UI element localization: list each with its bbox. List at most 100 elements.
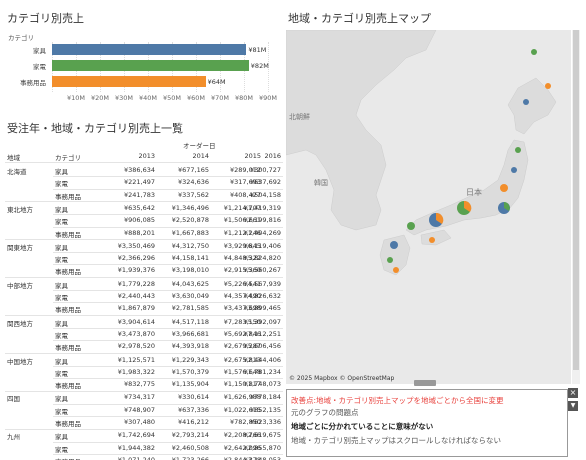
value-cell: ¥906,085: [123, 216, 155, 225]
table-row: 事務用品 ¥307,480 ¥416,212 ¥782,850 ¥623,336: [5, 416, 283, 428]
divider: [53, 302, 283, 304]
value-cell: ¥504,158: [249, 190, 281, 199]
value-cell: ¥1,346,496: [171, 203, 209, 212]
bar-category-label: 家具: [33, 47, 46, 55]
value-cell: ¥3,929,845: [223, 241, 261, 250]
table-row: 家電 ¥3,473,870 ¥3,966,681 ¥5,692,846 ¥7,112,2…: [5, 328, 283, 340]
value-cell: ¥7,283,150: [223, 317, 261, 326]
column-header[interactable]: 地域: [7, 154, 20, 162]
table-row: 家具 ¥635,642 ¥1,346,496 ¥1,214,707 ¥1,419,319: [5, 202, 283, 214]
divider: [5, 315, 283, 317]
table-row: 家具 ¥3,904,614 ¥4,517,118 ¥7,283,150 ¥5,392,0…: [5, 316, 283, 328]
category-cell: 事務用品: [55, 382, 81, 391]
pie-slice: [504, 202, 510, 211]
category-cell: 家電: [55, 407, 68, 416]
value-cell: ¥1,506,661: [223, 216, 261, 225]
value-cell: ¥2,444,406: [243, 355, 281, 364]
value-cell: ¥2,208,766: [223, 431, 261, 440]
x-tick-label: ¥10M: [66, 94, 86, 102]
map-background: [286, 30, 557, 276]
bar-家電[interactable]: [52, 60, 249, 71]
value-cell: ¥3,966,681: [171, 329, 209, 338]
divider: [53, 365, 283, 367]
column-header[interactable]: 2013: [138, 152, 155, 160]
value-cell: ¥221,497: [123, 178, 155, 187]
category-cell: 家電: [55, 256, 68, 265]
divider: [53, 264, 283, 266]
table-row: 事務用品 ¥2,978,520 ¥4,393,918 ¥2,679,287 ¥5,606…: [5, 340, 283, 352]
region-label: 関西地方: [7, 319, 33, 328]
table-row: 事務用品 ¥1,867,879 ¥2,781,585 ¥3,437,698 ¥3,899…: [5, 302, 283, 314]
value-cell: ¥1,071,240: [117, 455, 155, 460]
region-label: 関東地方: [7, 243, 33, 252]
pie-marker: [387, 257, 393, 263]
divider: [53, 340, 283, 342]
column-header[interactable]: 2016: [264, 152, 281, 160]
divider: [53, 188, 283, 190]
pie-marker: [393, 267, 399, 273]
value-cell: ¥1,135,904: [171, 380, 209, 389]
divider: [53, 416, 283, 417]
table-row: 家具 ¥1,779,228 ¥4,043,625 ¥5,226,541 ¥4,567,9…: [5, 278, 283, 290]
mainland-shape: [286, 30, 437, 231]
value-cell: ¥307,480: [123, 418, 155, 426]
value-cell: ¥637,336: [177, 405, 209, 414]
map-scroll-thumb[interactable]: [573, 30, 579, 370]
value-cell: ¥782,850: [229, 418, 261, 426]
value-cell: ¥416,212: [177, 418, 209, 426]
value-cell: ¥5,560,267: [243, 266, 281, 275]
column-header[interactable]: 2014: [192, 152, 209, 160]
honshu-shape: [405, 139, 529, 236]
column-header[interactable]: カテゴリ: [55, 154, 81, 162]
table-row: 家電 ¥748,907 ¥637,336 ¥1,022,615 ¥852,135: [5, 404, 283, 416]
value-cell: ¥1,570,379: [171, 367, 209, 376]
table-row: 家電 ¥2,440,443 ¥3,630,049 ¥4,357,490 ¥4,826,6…: [5, 290, 283, 302]
bar-事務用品[interactable]: [52, 76, 206, 87]
value-cell: ¥3,473,870: [117, 329, 155, 338]
region-label: 中国地方: [7, 357, 33, 366]
x-tick-label: ¥20M: [90, 94, 110, 102]
divider: [53, 453, 283, 455]
value-cell: ¥734,317: [123, 393, 155, 402]
category-cell: 家具: [55, 357, 68, 366]
divider: [53, 226, 283, 228]
value-cell: ¥635,642: [123, 203, 155, 212]
value-cell: ¥5,692,846: [223, 329, 261, 338]
map-scroll-grip[interactable]: [414, 380, 436, 386]
category-cell: 家電: [55, 369, 68, 378]
value-cell: ¥4,393,918: [171, 342, 209, 351]
value-cell: ¥4,158,141: [171, 254, 209, 263]
region-label: 九州: [7, 433, 20, 442]
table-row: 家具 ¥1,125,571 ¥1,229,343 ¥2,675,813 ¥2,444,4…: [5, 354, 283, 366]
category-cell: 事務用品: [55, 268, 81, 277]
table-row: 家電 ¥1,944,382 ¥2,460,508 ¥2,642,096 ¥2,855,8…: [5, 442, 283, 454]
map-scrollbar[interactable]: [572, 30, 580, 384]
bar-value-label: ¥81M: [248, 46, 267, 54]
x-tick-label: ¥80M: [234, 94, 254, 102]
value-cell: ¥1,742,694: [117, 431, 155, 440]
value-cell: ¥337,562: [177, 190, 209, 199]
value-cell: ¥2,675,813: [223, 355, 261, 364]
value-cell: ¥1,723,266: [171, 455, 209, 460]
category-cell: 家具: [55, 433, 68, 442]
table-row: 家具 ¥386,634 ¥677,165 ¥289,012 ¥300,727: [5, 164, 283, 176]
column-header[interactable]: 2015: [244, 152, 261, 160]
chevron-down-icon[interactable]: ▼: [568, 401, 578, 411]
bar-category-label: 事務用品: [20, 79, 46, 87]
pie-marker-kyushu: [390, 241, 398, 249]
value-cell: ¥1,626,988: [223, 393, 261, 402]
value-cell: ¥5,824,820: [243, 254, 281, 263]
annotation-problem-heading: 元のグラフの問題点: [291, 408, 359, 417]
column-group-header: オーダー日: [183, 142, 216, 150]
value-cell: ¥1,214,707: [223, 203, 261, 212]
value-cell: ¥4,567,939: [243, 279, 281, 288]
pie-marker: [511, 167, 517, 173]
value-cell: ¥1,983,322: [117, 367, 155, 376]
close-icon[interactable]: ×: [568, 388, 578, 398]
bar-家具[interactable]: [52, 44, 247, 55]
bar-value-label: ¥82M: [250, 62, 269, 70]
gridline: [268, 42, 269, 92]
sales-map[interactable]: 北朝鮮 韓国 日本 © 2025 Mapbox © OpenStreetMap: [286, 30, 571, 384]
value-cell: ¥2,199,816: [243, 216, 281, 225]
map-label-japan: 日本: [466, 188, 482, 197]
